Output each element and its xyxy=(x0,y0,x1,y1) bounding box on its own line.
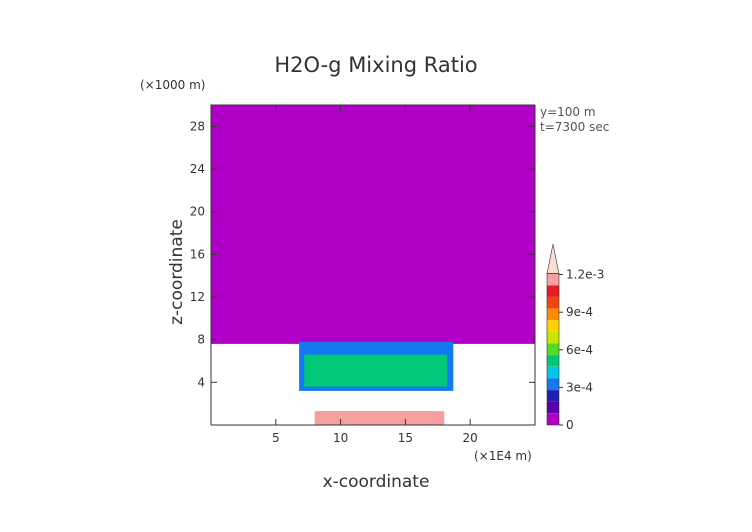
y-axis-title: z-coordinate xyxy=(167,219,187,325)
chart-title: H2O-g Mixing Ratio xyxy=(274,53,477,77)
field-region-2 xyxy=(304,354,447,387)
y-axis-unit: (×1000 m) xyxy=(140,78,205,92)
y-tick-label-3: 16 xyxy=(190,247,205,261)
x-tick-label-1: 10 xyxy=(333,431,348,445)
y-tick-label-0: 4 xyxy=(197,375,205,389)
y-tick-label-6: 28 xyxy=(190,119,205,133)
field-region-0 xyxy=(211,105,535,344)
colorbar-level-13 xyxy=(546,243,560,274)
colorbar-level-7 xyxy=(547,331,559,344)
colorbar-level-3 xyxy=(547,378,559,390)
plot-frame xyxy=(210,104,536,426)
colorbar-level-12 xyxy=(547,273,559,286)
y-tick-label-2: 12 xyxy=(190,290,205,304)
colorbar-level-4 xyxy=(547,366,559,379)
y-axis: 4 8 12 16 20 24 28 xyxy=(190,119,535,389)
colorbar-level-2 xyxy=(547,390,559,402)
colorbar-tick-label-3: 9e-4 xyxy=(566,305,593,319)
colorbar-level-0 xyxy=(547,413,559,425)
colorbar: 0 3e-4 6e-4 9e-4 1.2e-3 xyxy=(546,243,604,432)
colorbar-level-1 xyxy=(547,401,559,414)
mixing-ratio-field xyxy=(211,105,535,425)
y-tick-label-4: 20 xyxy=(190,205,205,219)
colorbar-tick-label-1: 3e-4 xyxy=(566,380,593,394)
y-tick-label-1: 8 xyxy=(197,333,205,347)
colorbar-level-9 xyxy=(547,308,559,321)
x-axis: 5 10 15 20 xyxy=(272,105,478,445)
x-tick-label-0: 5 xyxy=(272,431,280,445)
annotation-time: t=7300 sec xyxy=(540,120,609,134)
colorbar-level-6 xyxy=(547,343,559,356)
colorbar-level-8 xyxy=(547,320,559,332)
colorbar-tick-label-4: 1.2e-3 xyxy=(566,268,604,282)
x-axis-title: x-coordinate xyxy=(323,472,430,492)
colorbar-level-5 xyxy=(547,355,559,367)
field-region-3 xyxy=(314,411,445,425)
annotation-y-position: y=100 m xyxy=(540,105,596,119)
y-tick-label-5: 24 xyxy=(190,162,205,176)
colorbar-level-10 xyxy=(547,296,559,309)
colorbar-tick-label-0: 0 xyxy=(566,418,574,432)
colorbar-level-11 xyxy=(547,285,559,297)
colorbar-tick-label-2: 6e-4 xyxy=(566,343,593,357)
x-axis-unit: (×1E4 m) xyxy=(474,449,532,463)
x-tick-label-3: 20 xyxy=(463,431,478,445)
x-tick-label-2: 15 xyxy=(398,431,413,445)
